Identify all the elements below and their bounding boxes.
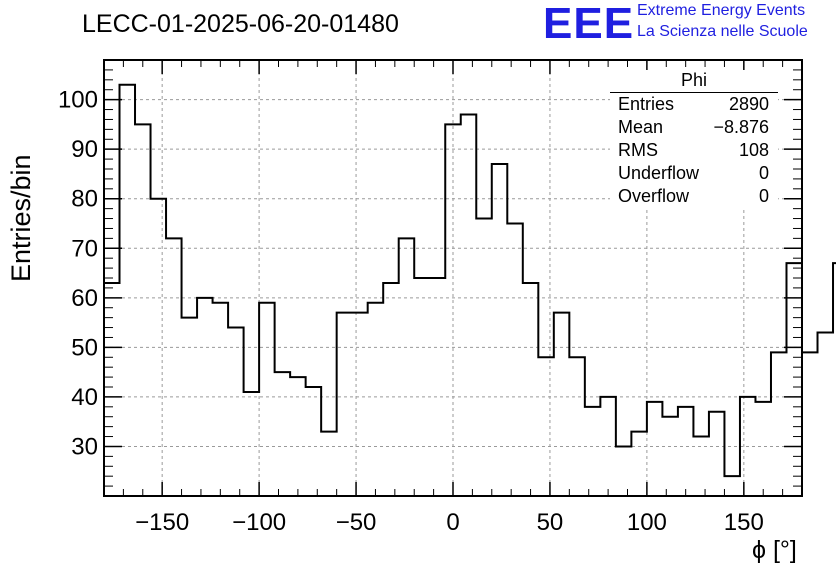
stats-row-rms: RMS 108: [610, 139, 778, 162]
stats-value: 0: [758, 163, 769, 183]
y-tick-label: 80: [71, 186, 98, 213]
y-tick-label: 70: [71, 235, 98, 262]
x-tick-label: 0: [446, 509, 459, 536]
stats-value: 2890: [728, 94, 769, 114]
stats-row-entries: Entries 2890: [610, 93, 778, 116]
y-axis-label: Entries/bin: [6, 154, 36, 282]
histogram-step-line: [103, 83, 836, 496]
y-tick-label: 40: [71, 384, 98, 411]
y-tick-label: 50: [71, 334, 98, 361]
stats-label: RMS: [618, 140, 658, 160]
stats-row-overflow: Overflow 0: [610, 185, 778, 208]
tick-labels: −150 −100 −50 0 50 100 150 30 40 50 60 70 80 90 100: [58, 87, 764, 536]
x-tick-label: 50: [537, 509, 564, 536]
x-tick-label: 100: [627, 509, 667, 536]
eee-logo: EEE: [543, 0, 635, 48]
grid-lines: [104, 60, 802, 496]
x-axis-label: ϕ [°]: [752, 536, 797, 564]
logo-caption-line1: Extreme Energy Events: [637, 2, 806, 19]
stats-value: −8.876: [713, 117, 769, 137]
stats-value: 108: [738, 140, 769, 160]
stats-row-underflow: Underflow 0: [610, 162, 778, 185]
y-tick-label: 60: [71, 285, 98, 312]
x-tick-label: −100: [232, 509, 286, 536]
stats-box: Phi Entries 2890 Mean −8.876 RMS 108 Und…: [610, 70, 778, 208]
stats-label: Entries: [618, 94, 675, 114]
plot-frame: [103, 59, 803, 497]
stats-label: Overflow: [618, 186, 690, 206]
stats-value: 0: [758, 186, 769, 206]
x-tick-label: 150: [724, 509, 764, 536]
y-tick-label: 90: [71, 136, 98, 163]
stats-row-mean: Mean −8.876: [610, 116, 778, 139]
chart-title: LECC-01-2025-06-20-01480: [82, 10, 399, 38]
stats-title: Phi: [610, 70, 778, 93]
logo-caption-line2: La Scienza nelle Scuole: [637, 23, 808, 40]
x-tick-label: −150: [135, 509, 189, 536]
y-tick-label: 100: [58, 87, 98, 114]
x-tick-label: −50: [336, 509, 377, 536]
y-tick-label: 30: [71, 433, 98, 460]
stats-label: Underflow: [618, 163, 700, 183]
stats-label: Mean: [618, 117, 664, 137]
